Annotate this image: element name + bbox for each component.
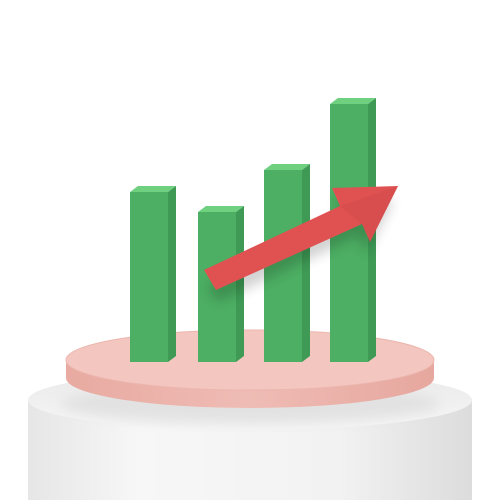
podium	[65, 329, 435, 408]
trend-up-arrow-icon	[204, 186, 398, 290]
bar-1	[130, 186, 176, 362]
